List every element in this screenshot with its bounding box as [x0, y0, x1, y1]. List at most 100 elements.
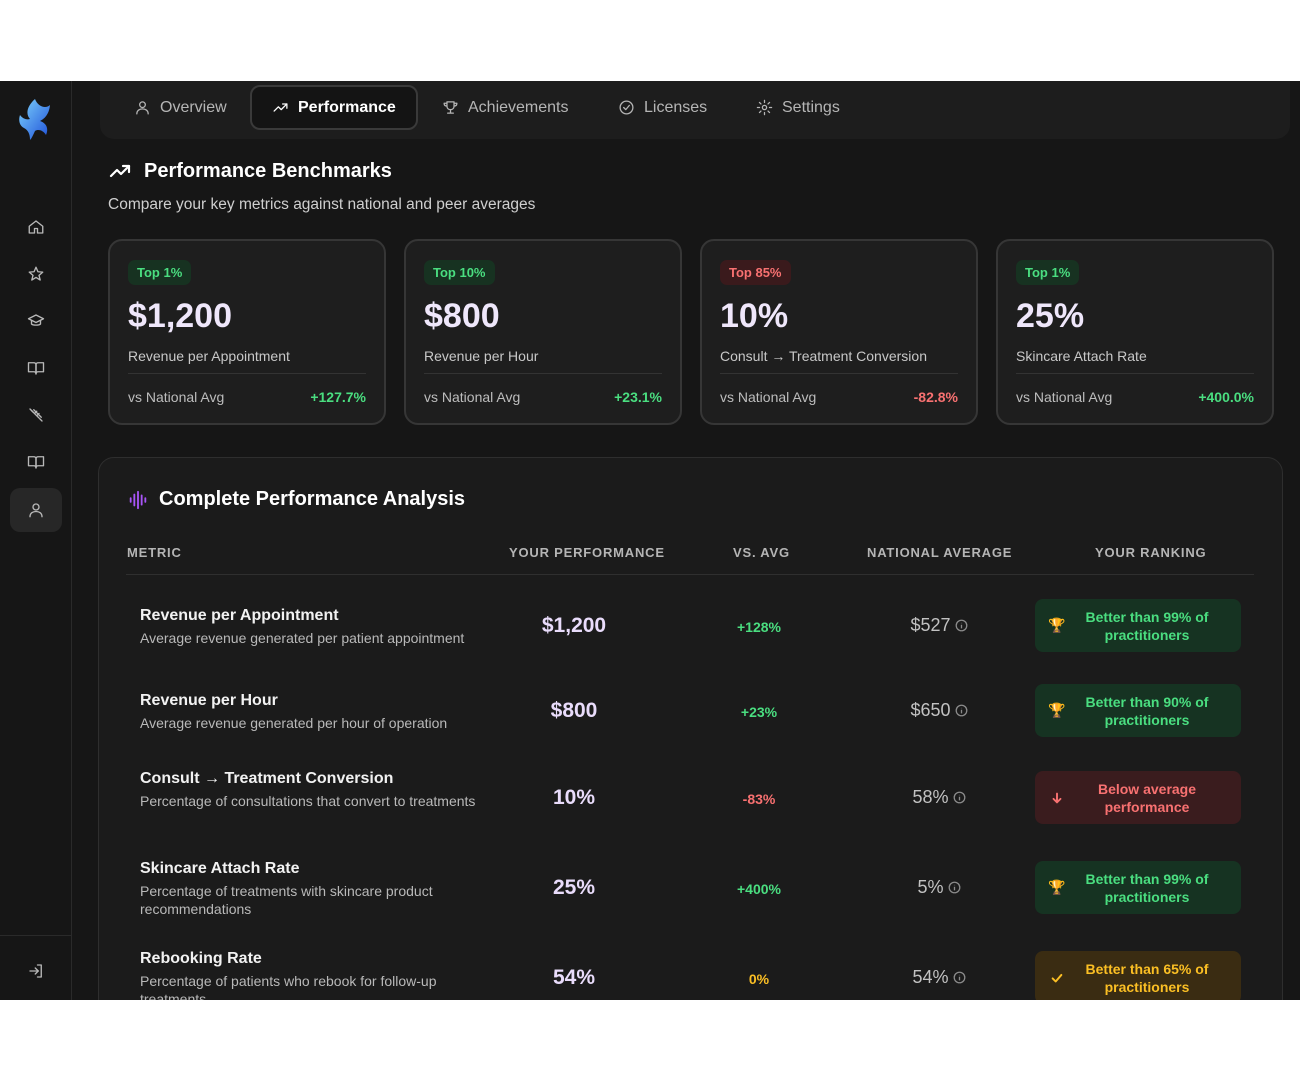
national-average: $527: [879, 615, 999, 636]
ranking-text: Below average performance: [1097, 780, 1197, 815]
vs-avg-value: +128%: [737, 619, 781, 635]
tab-label: Performance: [298, 98, 396, 116]
trending-up-icon: [273, 103, 288, 112]
rank-badge: Top 1%: [128, 260, 192, 285]
card-value: 25%: [1016, 297, 1085, 335]
tab-settings[interactable]: Settings: [736, 85, 860, 130]
vs-avg-value: -83%: [742, 791, 776, 807]
table-row: Consult → Treatment Conversion Percentag…: [99, 760, 1284, 840]
rank-badge: Top 10%: [424, 260, 495, 285]
your-performance-value: 25%: [552, 876, 596, 899]
metric-name: Revenue per Hour: [140, 692, 278, 709]
ranking-badge: 🏆 Better than 99% of practitioners: [1035, 599, 1241, 652]
info-icon[interactable]: [953, 971, 966, 984]
info-icon[interactable]: [948, 881, 961, 894]
rank-badge: Top 1%: [1016, 260, 1080, 285]
table-row: Rebooking Rate Percentage of patients wh…: [99, 940, 1284, 1000]
card-compare-label: vs National Avg: [1016, 389, 1113, 405]
national-average-value: 58%: [912, 787, 949, 807]
graduation-cap-icon: [27, 314, 45, 326]
ranking-text: Better than 99% of practitioners: [1085, 608, 1209, 643]
ranking-text: Better than 90% of practitioners: [1085, 693, 1209, 728]
card-divider: [424, 373, 662, 374]
nav-courses[interactable]: [10, 346, 62, 390]
info-icon[interactable]: [955, 619, 968, 632]
nav-library[interactable]: [10, 440, 62, 484]
sidebar-divider: [0, 935, 71, 936]
your-performance-value: $800: [550, 699, 598, 722]
analysis-title: Complete Performance Analysis: [127, 488, 465, 511]
phoenix-logo-icon[interactable]: [16, 97, 54, 141]
card-value: 10%: [720, 297, 789, 335]
tab-label: Achievements: [468, 98, 569, 116]
gear-icon: [756, 99, 773, 116]
table-header-divider: [126, 574, 1254, 575]
metric-description: Average revenue generated per patient ap…: [140, 630, 465, 646]
national-average: 58%: [879, 787, 999, 808]
card-value: $1,200: [128, 297, 232, 335]
card-value: $800: [424, 297, 500, 335]
book-open-icon: [27, 362, 45, 375]
vs-avg-value: 0%: [748, 971, 770, 987]
nav-treatments[interactable]: [10, 393, 62, 437]
ranking-badge: 🏆 Better than 99% of practitioners: [1035, 861, 1241, 914]
ranking-badge: Better than 65% of practitioners: [1035, 951, 1241, 1000]
info-icon[interactable]: [955, 704, 968, 717]
benchmark-card-revenue-per-hour: Top 10% $800 Revenue per Hour vs Nationa…: [404, 239, 682, 425]
your-performance-value: 10%: [552, 786, 596, 809]
card-divider: [720, 373, 958, 374]
card-label: Consult → Treatment Conversion: [720, 348, 927, 364]
benchmarks-title: Performance Benchmarks: [108, 159, 392, 183]
benchmark-card-revenue-per-appointment: Top 1% $1,200 Revenue per Appointment vs…: [108, 239, 386, 425]
column-header-vs-avg: vs. Avg: [733, 545, 790, 560]
nav-education[interactable]: [10, 299, 62, 343]
ranking-text: Better than 65% of practitioners: [1085, 960, 1209, 995]
metric-description: Average revenue generated per hour of op…: [140, 715, 448, 731]
your-performance-value: $1,200: [541, 614, 607, 637]
table-row: Revenue per Hour Average revenue generat…: [99, 673, 1284, 753]
national-average-value: $650: [910, 700, 951, 720]
nav-favorites[interactable]: [10, 252, 62, 296]
nav-profile[interactable]: [10, 488, 62, 532]
user-icon: [29, 503, 43, 518]
tab-label: Overview: [160, 98, 227, 116]
nav-home[interactable]: [10, 205, 62, 249]
card-compare-pct: +127.7%: [310, 389, 366, 405]
performance-analysis-panel: Complete Performance Analysis Metric You…: [98, 457, 1283, 1000]
tab-licenses[interactable]: Licenses: [598, 85, 727, 130]
card-compare-label: vs National Avg: [424, 389, 521, 405]
ranking-badge: Below average performance: [1035, 771, 1241, 824]
card-label: Revenue per Appointment: [128, 348, 290, 364]
trophy-icon: 🏆: [1048, 617, 1066, 633]
benchmarks-title-text: Performance Benchmarks: [144, 159, 392, 182]
column-header-metric: Metric: [127, 545, 182, 560]
national-average-value: $527: [910, 615, 951, 635]
table-row: Revenue per Appointment Average revenue …: [99, 588, 1284, 668]
check-circle-icon: [619, 100, 634, 115]
national-average-value: 54%: [912, 967, 949, 987]
metric-name: Rebooking Rate: [140, 950, 262, 967]
info-icon[interactable]: [953, 791, 966, 804]
your-performance-value: 54%: [552, 966, 596, 989]
metric-name: Skincare Attach Rate: [140, 860, 300, 877]
tab-bar: Overview Performance Achievements Licens…: [100, 81, 1290, 139]
analysis-title-text: Complete Performance Analysis: [159, 488, 466, 510]
table-row: Skincare Attach Rate Percentage of treat…: [99, 850, 1284, 930]
logout-button[interactable]: [10, 949, 62, 993]
sidebar: [0, 81, 72, 1000]
card-divider: [128, 373, 366, 374]
national-average: 54%: [879, 967, 999, 988]
ranking-text: Better than 99% of practitioners: [1085, 870, 1209, 905]
tab-performance[interactable]: Performance: [250, 85, 418, 130]
tab-label: Settings: [782, 98, 840, 116]
card-label: Skincare Attach Rate: [1016, 348, 1147, 364]
benchmarks-subtitle: Compare your key metrics against nationa…: [108, 196, 536, 213]
tab-overview[interactable]: Overview: [114, 85, 247, 130]
card-divider: [1016, 373, 1254, 374]
tab-achievements[interactable]: Achievements: [422, 85, 589, 130]
arrow-down-icon: [1049, 790, 1065, 806]
column-header-performance: Your Performance: [509, 545, 665, 560]
benchmark-card-consult-conversion: Top 85% 10% Consult → Treatment Conversi…: [700, 239, 978, 425]
card-compare-label: vs National Avg: [128, 389, 225, 405]
metric-name: Revenue per Appointment: [140, 607, 339, 624]
